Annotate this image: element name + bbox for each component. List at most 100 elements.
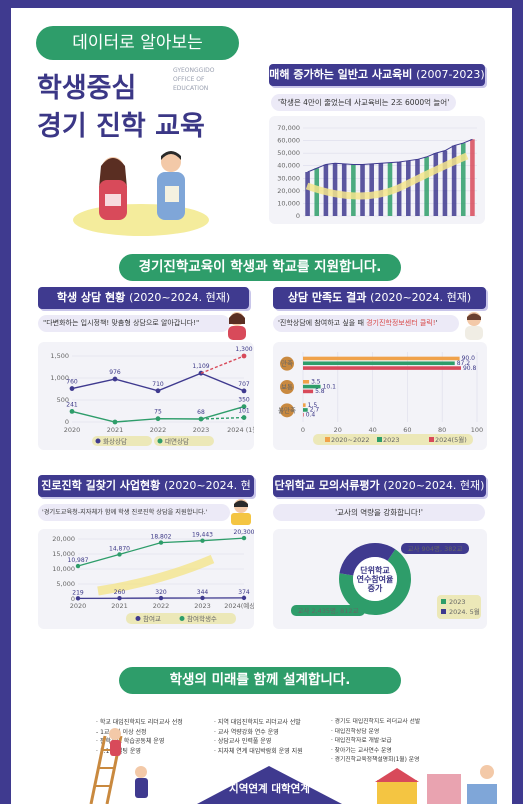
col-list-province: · 경기도 대입진학지도 리더교사 선발 · 대입진학상담 운영 · 대입진학자…	[331, 718, 443, 766]
students-illustration	[73, 151, 209, 236]
list-item: · 경기진학교육정책설명회(1월) 운영	[331, 757, 420, 763]
donut-slice	[339, 549, 411, 615]
y-tick-label: 10,000	[277, 199, 300, 207]
data-label: 350	[238, 397, 250, 404]
data-point	[69, 408, 75, 414]
data-point	[112, 376, 118, 382]
data-label: 710	[152, 381, 164, 388]
data-label: 241	[66, 401, 78, 408]
data-label: 320	[155, 589, 167, 596]
campus-illustration	[375, 765, 497, 804]
x-tick-label: 2023	[194, 602, 211, 610]
list-item: · 지자체 연계 대입박람회 운영 지원	[214, 747, 303, 755]
satisfaction-quote: '진학상담에 참여하고 싶을 때 경기진학정보센터 클릭!'	[273, 315, 459, 332]
donut-slice	[339, 543, 396, 576]
legend-label: 2023	[383, 436, 400, 444]
y-tick-label: 70,000	[277, 124, 300, 132]
private-edu-title: 매해 증가하는 일반고 사교육비 (2007-2023)	[269, 64, 485, 86]
legend-swatch	[441, 599, 446, 604]
data-point	[155, 416, 161, 422]
data-point	[112, 419, 118, 425]
list-item: · 찾아가는 교사연수 운영	[331, 747, 392, 754]
org-en-line: EDUCATION	[173, 85, 209, 92]
bottom-arch-shape	[197, 766, 342, 804]
bar	[424, 156, 429, 216]
career-title-text: 진로진학 길찾기 사업현황	[41, 479, 161, 492]
y-tick-label: 0	[296, 212, 300, 220]
data-point	[158, 540, 164, 545]
private-edu-title-text: 매해 증가하는 일반고 사교육비	[269, 68, 413, 81]
legend-dot	[95, 438, 101, 444]
legend-label: 참여교	[143, 614, 161, 623]
data-label: 1.5	[308, 402, 318, 409]
support-banner: 경기진학교육이 학생과 학교를 지원합니다.	[119, 254, 401, 281]
bar	[378, 163, 384, 216]
counsel-title: 학생 상담 현황 (2020~2024. 현재)	[38, 287, 249, 309]
slice-label: 교사 904명, 382교	[408, 544, 463, 553]
private-edu-chart: 0 10,000 20,000 30,000 40,000 50,000 60,000 70,…	[277, 124, 477, 220]
category-label: 불만족	[278, 405, 296, 414]
trend-arrow	[97, 554, 215, 596]
header-tag: 데이터로 알아보는	[36, 26, 239, 60]
legend-label: 2020~2022	[331, 436, 370, 444]
org-en-line: GYEONGGIDO	[173, 67, 215, 74]
data-point	[241, 415, 247, 420]
data-point	[198, 416, 204, 422]
y-tick-label: 20,000	[277, 187, 300, 195]
category-badge	[280, 380, 294, 394]
slice-label-pill	[291, 605, 365, 616]
data-point	[241, 404, 247, 409]
bar	[406, 160, 411, 216]
legend-pill	[154, 436, 214, 446]
y-tick-label: 0	[65, 418, 69, 426]
donut-center-label: 연수참여율	[357, 574, 394, 584]
x-tick-label: 40	[368, 426, 376, 434]
list-item: · 교사 역량강화 연수 운영	[214, 728, 279, 736]
data-label: 20,300	[234, 529, 255, 536]
donut-hole	[353, 557, 397, 601]
series-line	[200, 355, 245, 374]
list-item: · 경기도 대입진학지도 리더교사 선발	[331, 719, 421, 725]
counsel-title-sub: (2020~2024. 현재)	[129, 291, 231, 304]
data-point	[158, 595, 164, 601]
data-label: 260	[114, 589, 126, 596]
data-label: 3.5	[311, 379, 321, 386]
col-head-district: 교육지원청	[245, 701, 283, 710]
data-label: 14,870	[109, 545, 130, 552]
bar	[303, 412, 304, 417]
y-tick-label: 40,000	[277, 162, 300, 170]
y-tick-label: 20,000	[52, 535, 75, 543]
col-head-province: 도교육청	[366, 701, 396, 710]
infographic-sheet: 데이터로 알아보는 GYEONGGIDO OFFICE OF EDUCATION…	[11, 8, 512, 804]
data-label: 90.0	[462, 355, 476, 362]
slice-label: 교사 2,435명, 812교	[297, 606, 358, 615]
list-item: · 대입진학자료 개발·보급	[331, 738, 392, 744]
data-label: 87.2	[457, 360, 471, 367]
data-label: 374	[238, 589, 250, 596]
legend-label: 2024(5월)	[435, 435, 467, 444]
student-click-icon	[465, 312, 483, 340]
category-label: 보통	[281, 383, 293, 391]
data-label: 18,802	[151, 534, 172, 541]
mock-eval-title: 단위학교 모의서류평가 (2020~2024. 현재)	[273, 475, 486, 497]
data-point	[75, 563, 81, 569]
legend-label: 참여학생수	[187, 614, 217, 623]
data-point	[241, 535, 247, 541]
data-label: 19,443	[192, 532, 213, 539]
data-label: 101	[238, 408, 250, 415]
satisfaction-chart: 0 20 40 60 80 100 만족 90.087.290.8 보통 3.510.15.8 불만…	[278, 352, 483, 445]
donut-center-label: 단위학교	[360, 565, 390, 575]
category-badge	[280, 403, 294, 418]
bar	[303, 384, 321, 389]
bar	[369, 163, 374, 216]
series-line	[200, 416, 245, 420]
bar	[460, 143, 466, 216]
counsel-chart: 0 500 1,000 1,500 2020 2021 2022 2023 2024 (1월) 7…	[50, 346, 254, 446]
data-label: 1,300	[235, 346, 252, 353]
y-tick-label: 1,500	[50, 352, 69, 360]
bar	[341, 163, 347, 216]
x-tick-label: 100	[471, 426, 483, 434]
bar	[351, 164, 356, 216]
mock-eval-title-sub: (2020~2024. 현재)	[383, 479, 485, 492]
